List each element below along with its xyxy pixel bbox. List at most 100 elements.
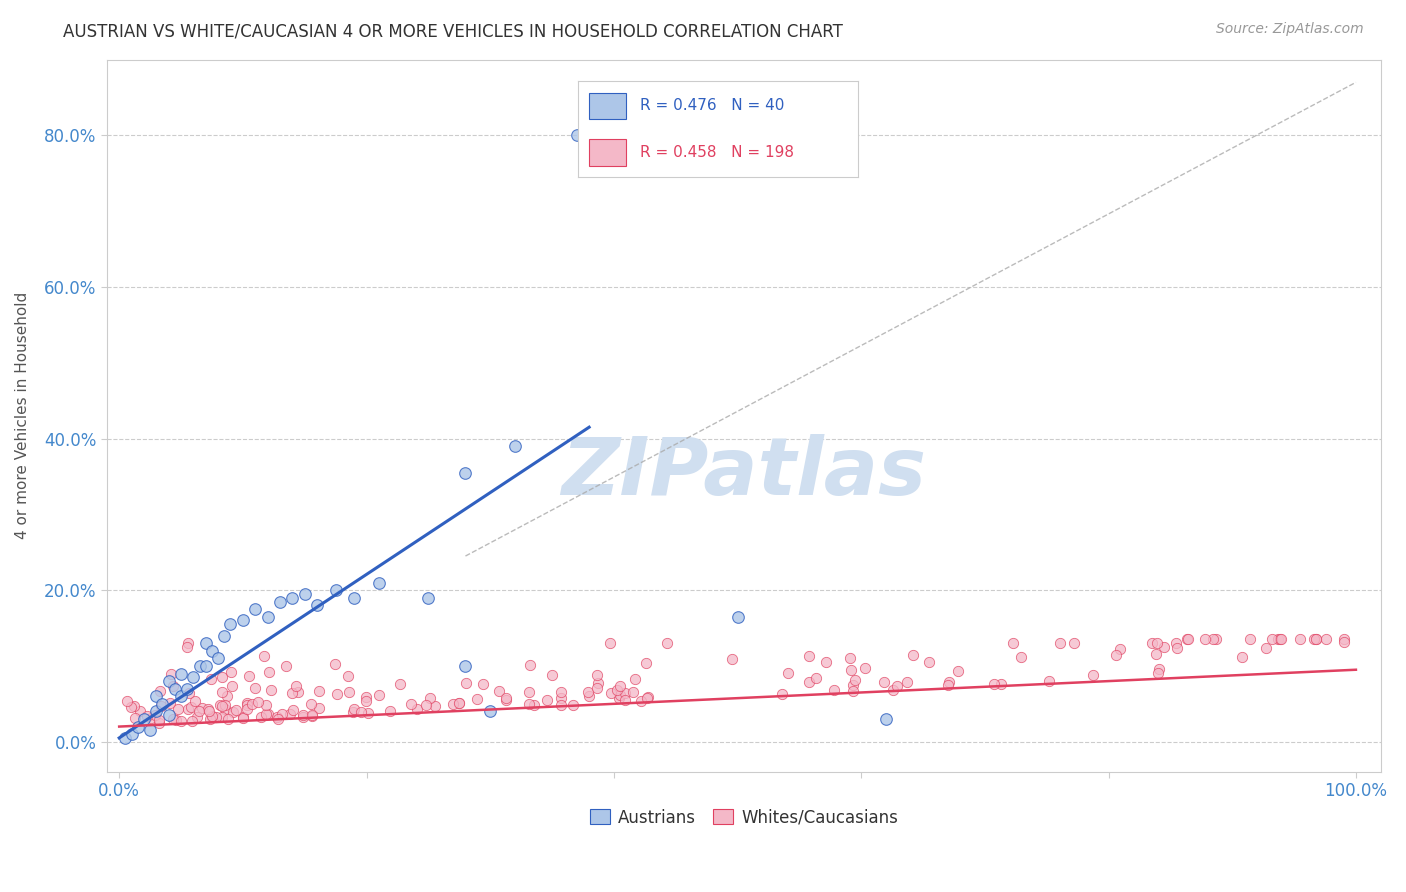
Point <box>301 709 323 723</box>
Point <box>240 698 263 712</box>
Point <box>157 708 180 723</box>
Point <box>936 677 959 691</box>
Point <box>136 709 159 723</box>
Point <box>176 681 198 696</box>
Point <box>201 644 224 658</box>
Point <box>337 669 360 683</box>
Point <box>114 731 136 745</box>
Point <box>127 720 149 734</box>
Point <box>517 685 540 699</box>
Point <box>235 696 257 710</box>
Point <box>215 689 238 703</box>
Point <box>607 690 630 705</box>
Point <box>211 710 233 724</box>
Point <box>806 671 828 685</box>
Point <box>162 712 184 726</box>
Point <box>211 699 233 714</box>
Point <box>197 702 219 716</box>
Point <box>853 661 876 675</box>
Point <box>550 685 572 699</box>
Point <box>294 587 316 601</box>
Point <box>368 688 391 702</box>
Point <box>188 659 211 673</box>
Point <box>519 658 541 673</box>
Point <box>342 706 364 720</box>
Point <box>1146 636 1168 650</box>
Point <box>1001 636 1024 650</box>
Point <box>292 708 315 723</box>
Point <box>1205 632 1227 647</box>
Point <box>586 668 609 682</box>
Point <box>176 636 198 650</box>
Point <box>1254 640 1277 655</box>
Point <box>287 685 309 699</box>
Point <box>276 658 298 673</box>
Point <box>254 698 277 712</box>
Point <box>938 675 960 690</box>
Point <box>150 698 173 713</box>
Point <box>456 676 478 690</box>
Point <box>177 702 200 716</box>
Point <box>165 713 187 727</box>
Point <box>200 672 222 686</box>
Point <box>238 669 260 683</box>
Point <box>844 673 866 687</box>
Point <box>637 690 659 704</box>
Point <box>576 685 599 699</box>
Point <box>1038 673 1060 688</box>
Point <box>423 698 446 713</box>
Point <box>1202 632 1225 647</box>
Point <box>205 710 228 724</box>
Point <box>236 701 259 715</box>
Point <box>132 712 155 726</box>
Point <box>1230 649 1253 664</box>
Point <box>148 715 170 730</box>
Point <box>599 636 621 650</box>
Point <box>354 690 377 704</box>
Point <box>207 651 229 665</box>
Point <box>503 439 526 453</box>
Point <box>214 629 236 643</box>
Point <box>488 684 510 698</box>
Point <box>842 678 865 692</box>
Point <box>232 711 254 725</box>
Point <box>1194 632 1216 647</box>
Point <box>343 702 366 716</box>
Point <box>1267 632 1289 647</box>
Point <box>176 640 198 654</box>
Point <box>221 680 243 694</box>
Point <box>181 714 204 728</box>
Point <box>266 710 288 724</box>
Point <box>886 679 908 693</box>
Point <box>630 694 652 708</box>
Point <box>1315 632 1337 647</box>
Point <box>121 727 143 741</box>
Point <box>614 686 637 700</box>
Point <box>159 696 181 710</box>
Point <box>1270 632 1292 647</box>
Point <box>180 699 202 714</box>
Point <box>367 575 389 590</box>
Point <box>624 672 647 686</box>
Point <box>418 591 440 605</box>
Y-axis label: 4 or more Vehicles in Household: 4 or more Vehicles in Household <box>15 293 30 540</box>
Point <box>517 697 540 711</box>
Point <box>143 708 166 723</box>
Point <box>211 685 233 699</box>
Point <box>269 594 291 608</box>
Point <box>246 695 269 709</box>
Point <box>873 674 896 689</box>
Point <box>325 583 347 598</box>
Point <box>454 466 477 480</box>
Point <box>522 698 544 713</box>
Point <box>214 698 236 712</box>
Point <box>621 685 644 699</box>
Point <box>655 636 678 650</box>
Point <box>399 697 422 711</box>
Point <box>157 674 180 689</box>
Point <box>1302 632 1324 647</box>
Point <box>536 692 558 706</box>
Point <box>1177 632 1199 647</box>
Point <box>479 705 502 719</box>
Point <box>222 705 245 719</box>
